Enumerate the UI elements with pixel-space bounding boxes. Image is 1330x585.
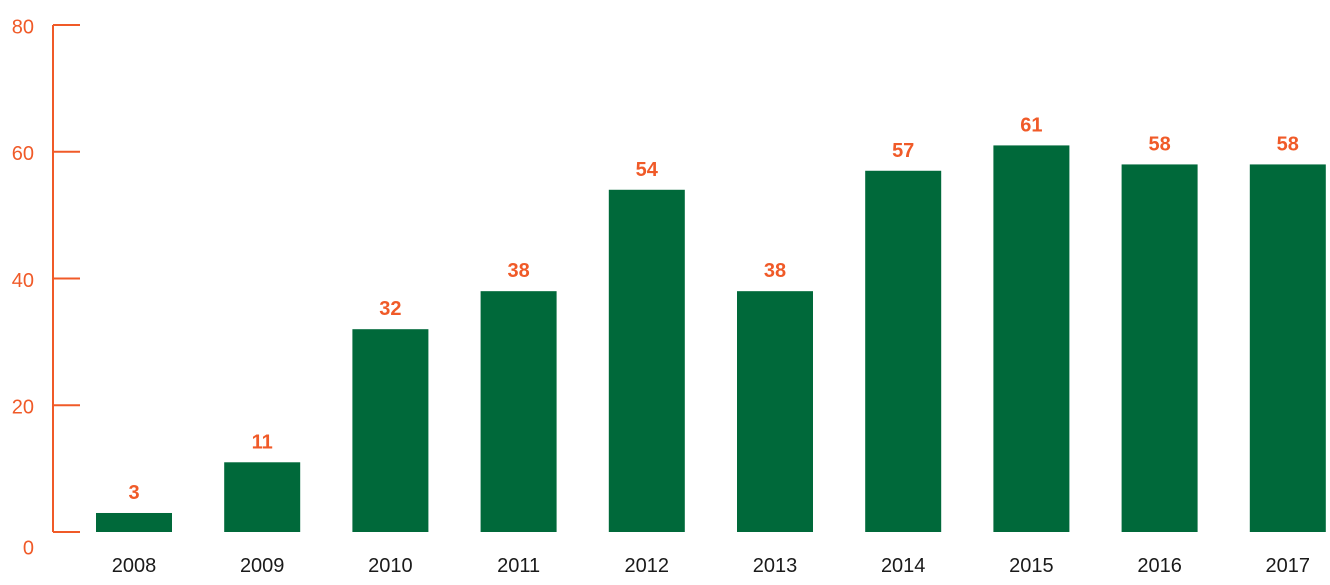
bar-2013 [737, 291, 813, 532]
y-tick-label: 80 [12, 16, 34, 38]
y-tick-label: 0 [23, 537, 34, 559]
bar-2015 [993, 145, 1070, 532]
x-tick-label: 2008 [112, 555, 157, 577]
x-tick-label: 2015 [1009, 555, 1054, 577]
data-label: 32 [379, 298, 401, 320]
y-tick-label: 20 [12, 397, 34, 419]
x-tick-label: 2012 [625, 555, 670, 577]
data-label: 54 [636, 159, 659, 181]
x-tick-label: 2016 [1137, 555, 1182, 577]
y-tick-label: 60 [12, 143, 34, 165]
bar-2010 [352, 329, 429, 532]
bar-2016 [1121, 164, 1198, 533]
data-label: 61 [1020, 114, 1042, 136]
bar-2008 [96, 512, 172, 532]
bar-2017 [1249, 164, 1326, 533]
bars [96, 145, 1326, 533]
data-label: 58 [1148, 133, 1170, 155]
bar-2012 [608, 189, 685, 532]
x-tick-label: 2011 [497, 555, 540, 577]
y-axis: 0 20 40 60 80 [12, 16, 80, 559]
x-tick-label: 2017 [1266, 555, 1311, 577]
x-tick-label: 2013 [753, 555, 798, 577]
data-labels: 3 11 32 38 54 38 57 61 58 58 [128, 114, 1298, 504]
x-axis-labels: 2008 2009 2010 2011 2012 2013 2014 2015 2016 2017 [112, 555, 1310, 577]
data-label: 11 [252, 431, 273, 453]
bar-2009 [224, 462, 301, 532]
data-label: 58 [1277, 133, 1299, 155]
bar-2014 [865, 170, 942, 532]
y-tick-label: 40 [12, 270, 34, 292]
data-label: 57 [892, 140, 914, 162]
x-tick-label: 2014 [881, 555, 926, 577]
x-tick-label: 2009 [240, 555, 285, 577]
data-label: 38 [507, 260, 529, 282]
x-tick-label: 2010 [368, 555, 413, 577]
data-label: 3 [128, 482, 139, 504]
data-label: 38 [764, 260, 786, 282]
bar-2011 [480, 291, 557, 532]
